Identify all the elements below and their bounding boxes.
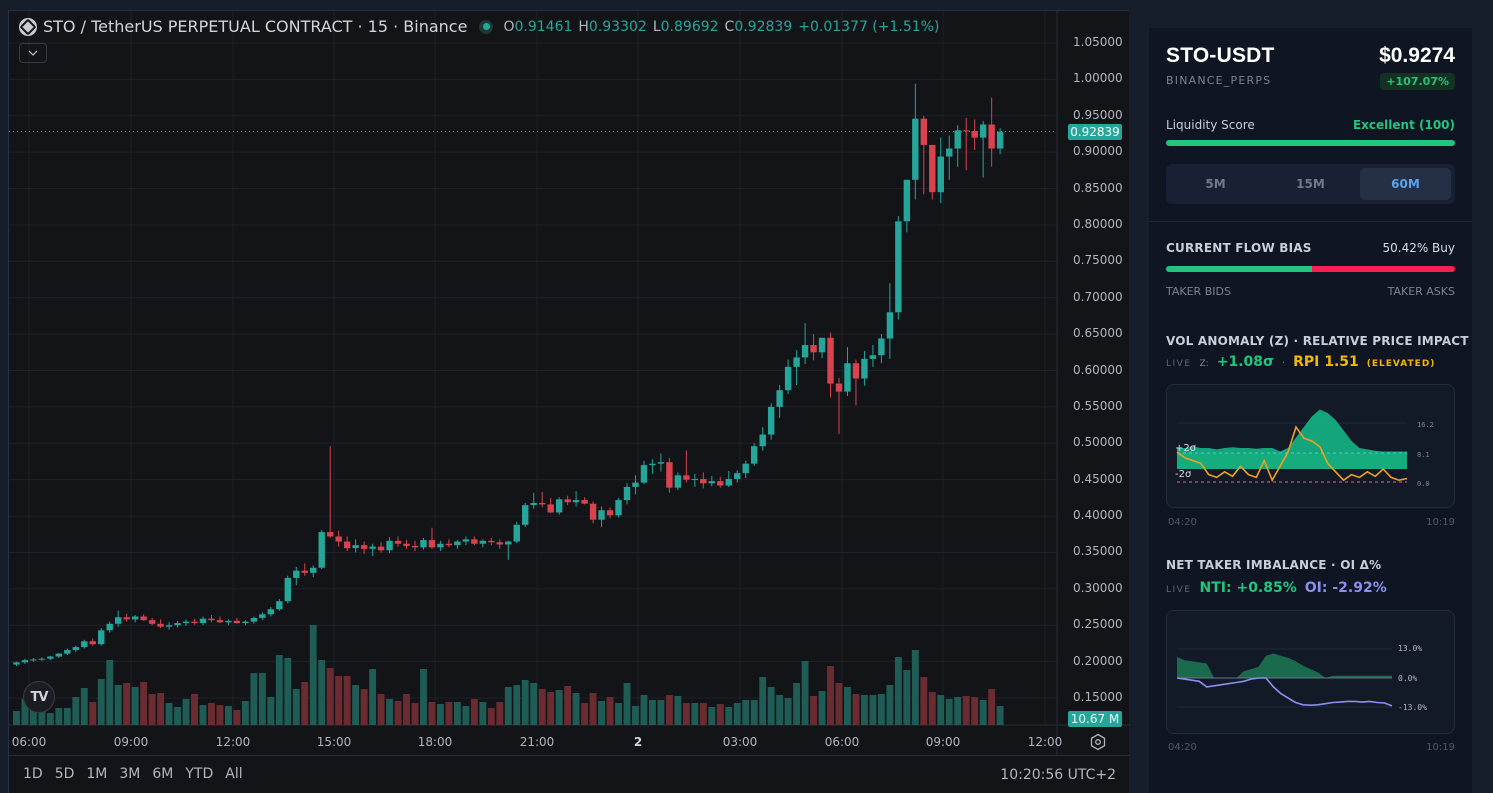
change-value: +0.01377 (+1.51%) (798, 18, 940, 35)
market-info-panel: STO-USDT BINANCE_PERPS $0.9274 +107.07% … (1149, 28, 1472, 793)
oi-value: OI: -2.92% (1304, 580, 1387, 596)
flow-bias-bar (1166, 266, 1455, 272)
date-range-buttons: 1D 5D 1M 3M 6M YTD All (23, 766, 243, 782)
high-value: 0.93302 (588, 18, 647, 35)
panel-scrollbar[interactable] (1472, 28, 1493, 793)
timeframe-60m-button[interactable]: 60M (1360, 168, 1451, 200)
nti-chart[interactable]: 13.0% 0.0% -13.0% (1166, 610, 1455, 734)
time-axis-label: 06:00 (11, 735, 47, 749)
y-axis-label: 13.0% (1398, 644, 1422, 653)
chart-clock[interactable]: 10:20:56 UTC+2 (1000, 767, 1116, 783)
current-price: $0.9274 (1379, 44, 1455, 67)
taker-bids-label: TAKER BIDS (1166, 285, 1231, 298)
rpi-value: RPI 1.51 (1293, 354, 1359, 370)
tradingview-logo[interactable]: TV (23, 681, 55, 713)
z-label: Z: (1199, 359, 1209, 369)
time-axis-label: 03:00 (722, 735, 758, 749)
y-axis-label: 16.2 (1417, 421, 1434, 429)
time-axis-label: 09:00 (925, 735, 961, 749)
rpi-state: (ELEVATED) (1366, 359, 1436, 369)
vol-anomaly-title: VOL ANOMALY (Z) · RELATIVE PRICE IMPACT (1166, 334, 1469, 348)
nti-end-time: 10:19 (1426, 742, 1455, 753)
y-axis-label: 8.1 (1417, 451, 1430, 459)
open-key: O (503, 18, 515, 35)
low-value: 0.89692 (660, 18, 719, 35)
nti-value: NTI: +0.85% (1199, 580, 1297, 596)
vol-anomaly-end-time: 10:19 (1426, 517, 1455, 528)
plus-2-sigma-label: +2σ (1175, 443, 1197, 454)
ohlc-values: O0.91461 H0.93302 L0.89692 C0.92839 +0.0… (503, 19, 939, 35)
collapse-legend-button[interactable] (19, 43, 47, 63)
chevron-down-icon (28, 50, 38, 56)
chart-legend: STO / TetherUS PERPETUAL CONTRACT · 15 ·… (19, 17, 939, 36)
time-axis-label: 18:00 (417, 735, 453, 749)
liquidity-score-value: Excellent (100) (1352, 118, 1455, 132)
panel-divider (1149, 221, 1472, 222)
range-1m-button[interactable]: 1M (86, 766, 108, 782)
timeframe-15m-button[interactable]: 15M (1296, 177, 1325, 191)
y-axis-label: -13.0% (1398, 703, 1427, 712)
flow-bias-sell-segment (1311, 266, 1455, 272)
sto-coin-icon (19, 17, 37, 36)
range-1d-button[interactable]: 1D (23, 766, 43, 782)
close-key: C (724, 18, 735, 35)
range-5d-button[interactable]: 5D (54, 766, 75, 782)
liquidity-score-fill (1166, 140, 1455, 146)
close-value: 0.92839 (734, 18, 793, 35)
flow-bias-title: CURRENT FLOW BIAS (1166, 241, 1312, 255)
taker-asks-label: TAKER ASKS (1387, 285, 1455, 298)
last-price-tag: 0.92839 (1068, 123, 1122, 140)
liquidity-score-label: Liquidity Score (1166, 118, 1255, 132)
low-key: L (652, 18, 661, 35)
range-6m-button[interactable]: 6M (152, 766, 174, 782)
nti-start-time: 04:20 (1168, 742, 1197, 753)
price-change-badge: +107.07% (1380, 73, 1455, 90)
time-axis-label: 12:00 (215, 735, 251, 749)
vol-anomaly-chart[interactable]: +2σ -2σ 16.2 8.1 0.0 (1166, 384, 1455, 508)
y-axis-label: 0.0% (1398, 674, 1417, 683)
y-axis-label: 0.0 (1417, 480, 1430, 488)
chart-bottom-toolbar: 1D 5D 1M 3M 6M YTD All 10:20:56 UTC+2 (9, 755, 1130, 793)
symbol-title[interactable]: STO / TetherUS PERPETUAL CONTRACT · 15 ·… (43, 17, 468, 36)
price-chart[interactable]: STO / TetherUS PERPETUAL CONTRACT · 15 ·… (8, 10, 1130, 793)
live-indicator: LIVE (1166, 359, 1192, 369)
time-axis-label: 15:00 (316, 735, 352, 749)
timeframe-5m-button[interactable]: 5M (1205, 177, 1226, 191)
flow-bias-buy-segment (1166, 266, 1312, 272)
timeframe-selector: 5M 15M 60M (1166, 164, 1455, 204)
open-value: 0.91461 (514, 18, 573, 35)
volume-tag: 10.67 M (1068, 711, 1122, 727)
nti-title: NET TAKER IMBALANCE · OI Δ% (1166, 558, 1382, 572)
minus-2-sigma-label: -2σ (1175, 469, 1192, 480)
liquidity-score-bar (1166, 140, 1455, 146)
market-status-icon (479, 19, 494, 34)
high-key: H (578, 18, 589, 35)
vol-anomaly-live-row: LIVE Z: +1.08σ · RPI 1.51 (ELEVATED) (1166, 354, 1435, 370)
vol-anomaly-start-time: 04:20 (1168, 517, 1197, 528)
flow-bias-value: 50.42% Buy (1382, 241, 1455, 255)
time-axis-label: 2 (633, 735, 643, 749)
z-score-value: +1.08σ (1216, 354, 1274, 370)
range-all-button[interactable]: All (225, 766, 243, 782)
range-3m-button[interactable]: 3M (119, 766, 141, 782)
pair-symbol: STO-USDT (1166, 44, 1275, 67)
chart-settings-icon[interactable] (1089, 733, 1107, 751)
exchange-name: BINANCE_PERPS (1166, 74, 1272, 87)
time-axis-label: 12:00 (1027, 735, 1063, 749)
time-axis-label: 09:00 (113, 735, 149, 749)
nti-live-row: LIVE NTI: +0.85% OI: -2.92% (1166, 580, 1387, 596)
live-indicator: LIVE (1166, 585, 1192, 595)
range-ytd-button[interactable]: YTD (185, 766, 214, 782)
time-axis-label: 21:00 (519, 735, 555, 749)
separator: · (1281, 358, 1286, 369)
candlestick-chart-canvas[interactable] (9, 11, 1130, 755)
time-axis-label: 06:00 (824, 735, 860, 749)
